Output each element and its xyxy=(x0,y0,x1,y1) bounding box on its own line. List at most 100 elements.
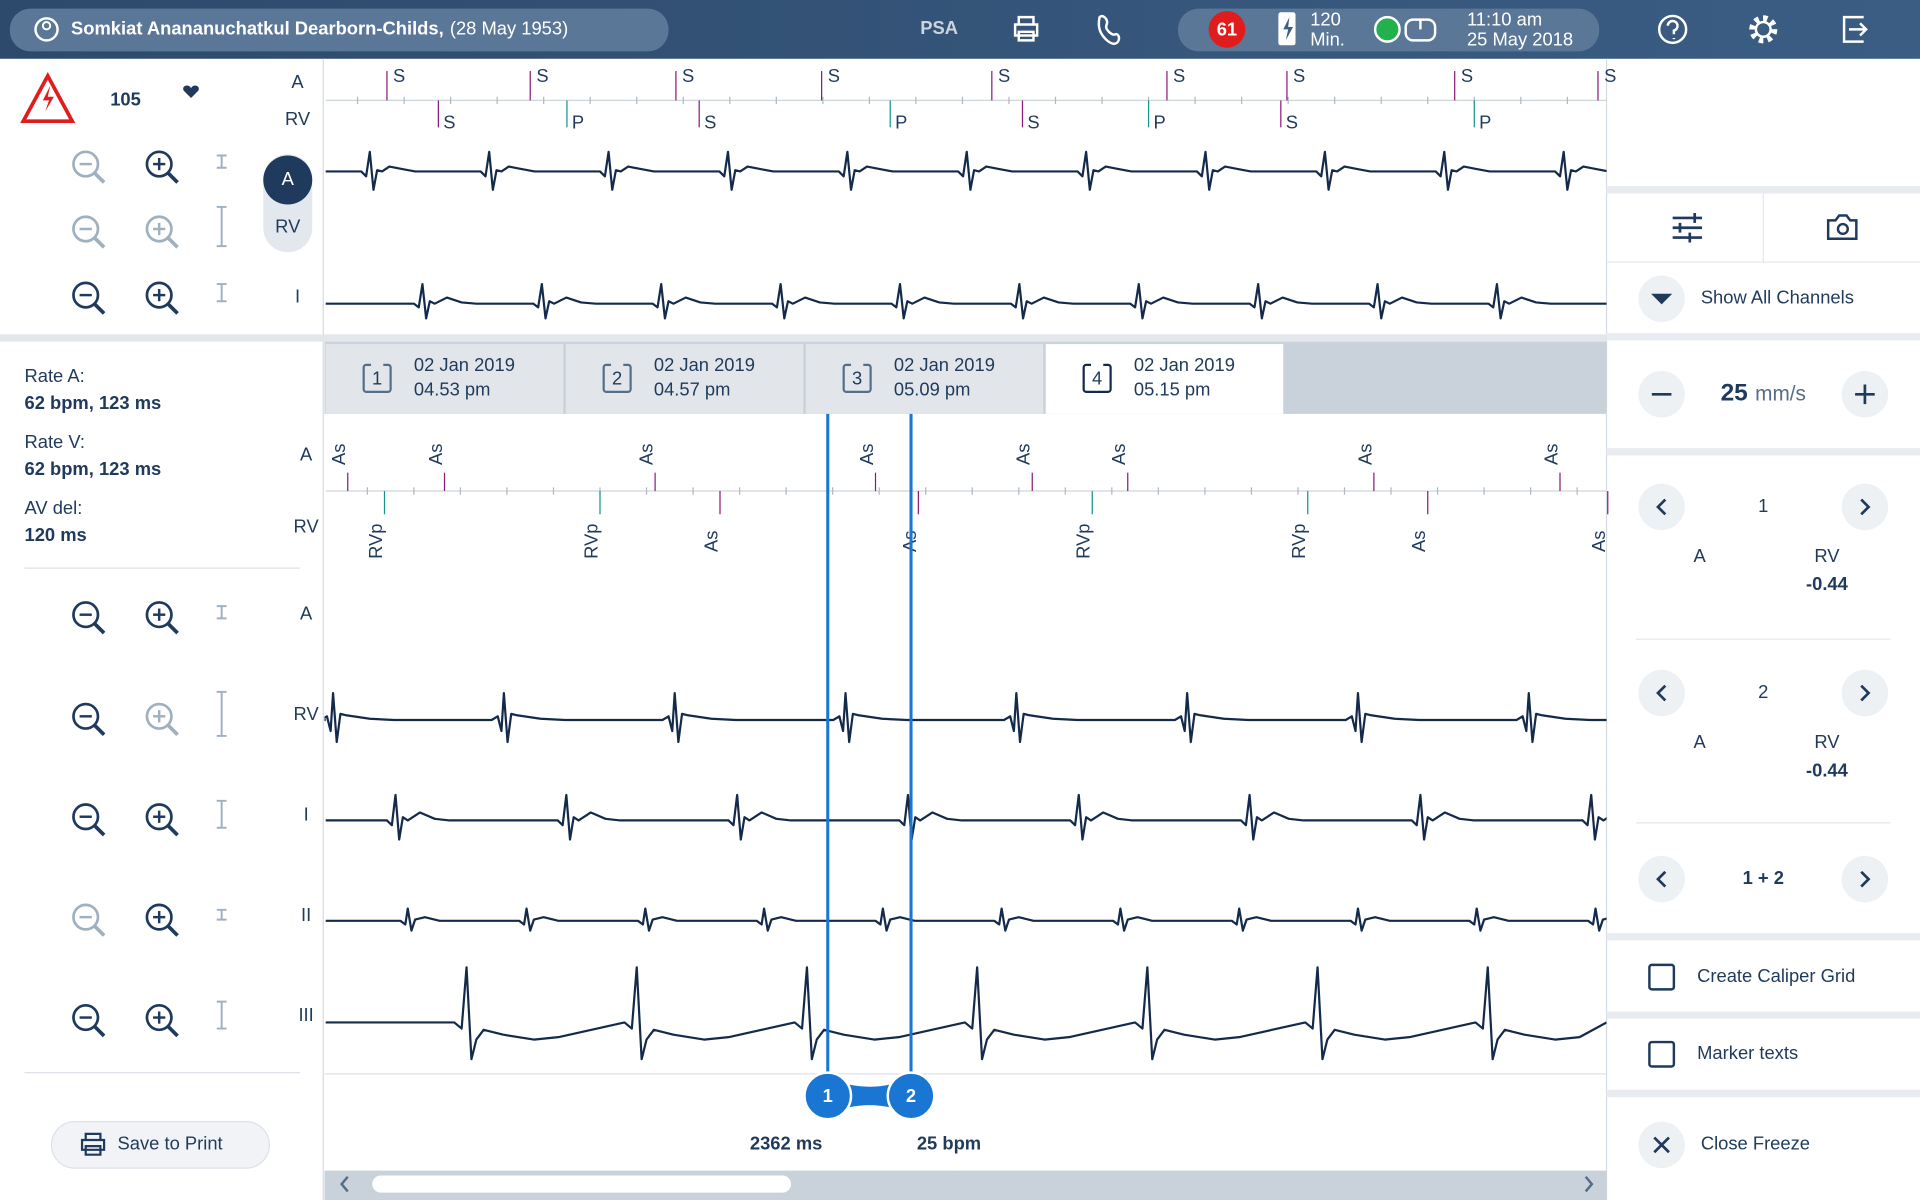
amplitude-icon[interactable] xyxy=(216,205,227,248)
zoom-out[interactable] xyxy=(72,702,106,736)
round-button[interactable] xyxy=(1841,855,1889,903)
amplitude-icon[interactable] xyxy=(216,690,227,737)
zoom-lens xyxy=(72,281,100,309)
tab[interactable] xyxy=(565,344,804,414)
stat-label: Rate V: xyxy=(24,431,85,452)
zoom-handle xyxy=(166,236,179,249)
amplitude-icon[interactable] xyxy=(216,799,227,829)
tab-icon-notch xyxy=(1091,361,1104,368)
zoom-lens xyxy=(72,601,100,629)
zoom-out[interactable] xyxy=(72,215,106,249)
channel-label: A xyxy=(300,603,313,624)
camera-icon[interactable] xyxy=(1826,214,1858,240)
zoom-out[interactable] xyxy=(72,601,106,635)
zoom-in[interactable] xyxy=(145,1003,179,1038)
heart-icon xyxy=(183,85,199,98)
scroll-arrow[interactable] xyxy=(340,1175,349,1193)
caliper-name: 1 xyxy=(1758,495,1768,516)
round-button[interactable] xyxy=(1638,855,1685,903)
channel-label: I xyxy=(304,803,309,824)
zoom-handle xyxy=(166,924,179,937)
tab-date: 02 Jan 2019 xyxy=(894,354,995,375)
checkbox[interactable] xyxy=(1648,963,1676,991)
marker-label: As xyxy=(899,531,920,552)
panel-separator xyxy=(1606,933,1920,941)
caliper-label: 1 xyxy=(823,1085,833,1106)
zoom-in[interactable] xyxy=(145,803,179,837)
round-button[interactable] xyxy=(1841,669,1889,717)
marker-label: P xyxy=(895,112,907,133)
time: 11:10 am xyxy=(1467,9,1542,30)
button-icon xyxy=(1860,870,1871,888)
marker-label: As xyxy=(1408,531,1429,552)
marker-label: S xyxy=(1286,112,1298,133)
zoom-lens xyxy=(145,601,173,629)
amplitude-icon[interactable] xyxy=(216,908,227,921)
zoom-in[interactable] xyxy=(145,150,179,184)
zoom-in[interactable] xyxy=(145,702,179,736)
channel-label: A xyxy=(291,71,304,92)
button-icon xyxy=(1653,1136,1670,1154)
filter-icon[interactable] xyxy=(1672,213,1703,243)
save-button-label: Save to Print xyxy=(118,1133,223,1154)
zoom-out[interactable] xyxy=(72,903,106,937)
save-button[interactable] xyxy=(50,1121,270,1169)
amplitude-icon[interactable] xyxy=(216,1000,227,1030)
round-button[interactable] xyxy=(1638,483,1685,531)
zoom-lens xyxy=(72,803,100,831)
scroll-arrow[interactable] xyxy=(1584,1175,1594,1193)
marker-label: S xyxy=(443,112,455,133)
zoom-out[interactable] xyxy=(72,150,106,184)
marker-label: As xyxy=(1540,444,1561,465)
zoom-out[interactable] xyxy=(72,1003,106,1038)
tab[interactable] xyxy=(805,344,1044,414)
tab-icon-notch xyxy=(371,361,384,368)
marker-label: P xyxy=(1479,112,1491,133)
settings-icon[interactable] xyxy=(1749,15,1778,44)
zoom-handle xyxy=(92,723,106,736)
round-button[interactable] xyxy=(1841,483,1889,531)
panel-separator xyxy=(1606,186,1920,194)
caliper-handle[interactable] xyxy=(803,1071,853,1121)
caliper-column: A xyxy=(1693,731,1706,752)
button-icon xyxy=(1656,684,1667,702)
caliper-handle[interactable] xyxy=(886,1071,936,1121)
amplitude-icon[interactable] xyxy=(216,154,227,169)
zoom-lens xyxy=(145,702,173,730)
checkbox[interactable] xyxy=(1648,1040,1676,1068)
zoom-handle xyxy=(92,236,106,249)
help-icon[interactable] xyxy=(1657,14,1688,45)
alarm-bolt xyxy=(42,85,54,112)
scroll-thumb[interactable] xyxy=(372,1175,792,1193)
button-icon xyxy=(1855,384,1875,405)
zoom-out[interactable] xyxy=(72,803,106,837)
zoom-in[interactable] xyxy=(145,215,179,249)
marker-label: As xyxy=(856,444,877,465)
zoom-out[interactable] xyxy=(72,281,106,315)
zoom-in[interactable] xyxy=(145,281,179,315)
tab[interactable] xyxy=(1045,344,1284,414)
print-icon[interactable] xyxy=(1013,15,1039,42)
zoom-in[interactable] xyxy=(145,903,179,937)
tab-number: 4 xyxy=(1092,367,1102,388)
amplitude-icon[interactable] xyxy=(216,605,227,620)
marker-label: S xyxy=(828,65,840,86)
patient-pill[interactable] xyxy=(9,8,669,52)
channel-label: A xyxy=(300,443,313,464)
caliper-value: -0.44 xyxy=(1806,759,1849,780)
exit-icon[interactable] xyxy=(1842,15,1868,43)
amplitude-icon[interactable] xyxy=(216,283,227,303)
lead-toggle-active xyxy=(263,155,313,205)
marker-label: S xyxy=(1293,65,1305,86)
round-button[interactable] xyxy=(1638,669,1685,717)
divider xyxy=(0,334,1607,342)
tab[interactable] xyxy=(325,344,564,414)
battery-bolt xyxy=(1283,17,1294,41)
caliper-column: RV xyxy=(1814,545,1840,566)
zoom-in[interactable] xyxy=(145,601,179,635)
zoom-handle xyxy=(166,723,179,736)
phone-icon[interactable] xyxy=(1097,14,1121,45)
tab-date: 02 Jan 2019 xyxy=(654,354,755,375)
